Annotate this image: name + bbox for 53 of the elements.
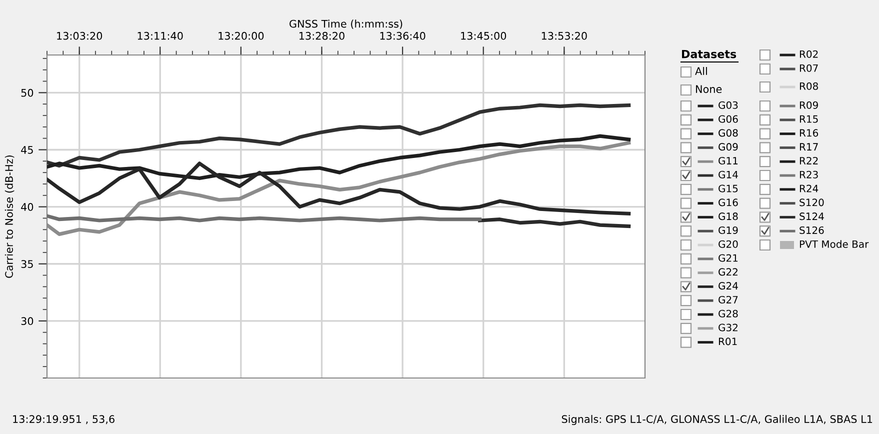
legend-label: G28 [718,310,738,318]
legend-label: S120 [800,198,824,206]
legend-label: G06 [718,115,738,123]
legend-label: R15 [800,115,818,123]
legend-label: G18 [718,212,738,220]
legend-label: G08 [718,129,738,137]
y-tick-label: 45 [21,146,33,154]
x-tick-label: 13:53:20 [542,32,587,40]
legend-label: R23 [800,170,818,178]
legend-label: S126 [800,226,824,234]
legend-label: S124 [800,212,824,220]
legend-label: R02 [800,50,818,58]
legend-label: G24 [718,282,738,290]
legend-label: G16 [718,198,738,206]
legend-label: R24 [800,184,818,192]
legend-label: R16 [800,129,818,137]
legend-label: PVT Mode Bar [800,240,869,248]
x-tick-label: 13:20:00 [218,32,264,40]
legend-label: G19 [718,226,738,234]
legend-label: R09 [800,101,818,109]
text: All [695,66,707,75]
text: None [696,85,722,94]
x-tick-label: 13:36:40 [380,32,426,40]
y-axis-title: Carrier to Noise (dB-Hz) [4,155,14,278]
legend-label: R08 [800,82,818,90]
legend-label: R17 [800,143,818,150]
x-tick-label: 13:03:20 [57,32,102,40]
text: 13:29:19.951 , 53,6 [13,415,114,424]
legend-label: G03 [718,101,738,109]
text: Signals: GPS L1-C/A, GLONASS L1-C/A, Galileo L1A, SBAS L1 [562,414,872,426]
x-tick-label: 13:45:00 [461,32,506,40]
legend-label: G11 [718,156,738,164]
legend-label: G21 [718,254,738,262]
x-tick-label: 13:28:20 [299,32,344,40]
line-series [478,218,631,228]
legend-label: R01 [718,338,737,346]
legend-label: G20 [718,240,738,248]
y-tick-label: 50 [21,88,34,97]
y-tick-label: 40 [21,203,34,211]
legend-label: G09 [718,143,738,151]
legend-label: G14 [718,170,738,178]
y-tick-label: 35 [21,260,33,268]
legend-label: R07 [800,64,818,72]
legend-label: G22 [718,268,738,276]
x-axis-title: GNSS Time (h:mm:ss) [290,20,402,29]
x-tick-label: 13:11:40 [138,32,183,40]
line-series [47,103,631,168]
legend-label: R22 [800,156,818,164]
legend-title: Datasets [682,50,736,58]
legend-label: G32 [718,324,738,332]
y-tick-label: 30 [21,317,34,326]
legend-label: G27 [718,296,738,304]
legend-label: G15 [718,184,738,192]
